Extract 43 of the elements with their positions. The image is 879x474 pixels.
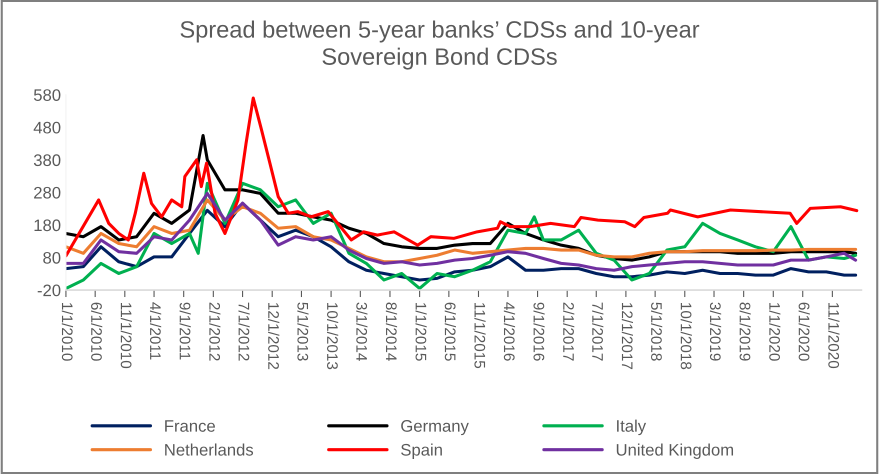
legend-label: France	[165, 420, 215, 432]
x-tick-label: 8/1/2019	[740, 302, 751, 361]
x-tick-label: 4/1/2016	[504, 302, 516, 361]
chart-title: Spread between 5-year banks’ CDSs and 10-year Sovereign Bond CDSs	[180, 20, 700, 70]
x-tick-label: 7/1/2012	[238, 302, 250, 361]
y-tick-label: 180	[34, 219, 60, 232]
x-tick-label: 6/1/2015	[444, 302, 456, 361]
x-tick-label: 2/1/2017	[563, 302, 574, 361]
x-tick-label: 12/1/2017	[622, 303, 634, 370]
x-tick-label: 4/1/2011	[150, 302, 162, 360]
y-tick-label: 280	[34, 186, 60, 199]
legend-label: Netherlands	[165, 443, 254, 456]
x-tick-label: 6/1/2010	[91, 302, 102, 361]
legend-label: Spain	[401, 443, 442, 459]
x-tick-label: 1/1/2010	[62, 303, 74, 361]
x-tick-label: 6/1/2020	[798, 302, 810, 361]
x-tick-label: 2/1/2012	[209, 302, 220, 361]
x-tick-label: 11/1/2015	[474, 303, 486, 368]
x-tick-label: 10/1/2013	[326, 303, 338, 370]
x-tick-label: 8/1/2014	[386, 302, 398, 361]
x-tick-label: 10/1/2018	[680, 303, 692, 370]
legend-label: Italy	[617, 420, 646, 436]
y-tick-label: 80	[43, 252, 60, 264]
x-tick-label: 12/1/2012	[268, 303, 280, 370]
legend-label: Germany	[401, 420, 469, 436]
x-tick-label: 9/1/2016	[533, 302, 545, 361]
x-tick-label: 9/1/2011	[180, 302, 191, 360]
y-tick-label: 580	[34, 89, 60, 102]
line-series	[66, 96, 858, 258]
x-tick-label: 3/1/2014	[356, 302, 368, 361]
legend-label: United Kingdom	[616, 443, 734, 459]
x-tick-label: 7/1/2017	[592, 302, 604, 361]
x-tick-label: 1/1/2015	[416, 303, 427, 361]
x-tick-label: 3/1/2019	[710, 302, 722, 361]
x-tick-label: 5/1/2018	[651, 302, 662, 361]
x-tick-label: 11/1/2010	[120, 303, 132, 368]
x-tick-label: 5/1/2013	[297, 302, 309, 361]
x-tick-label: 11/1/2020	[828, 303, 840, 368]
y-tick-label: 380	[34, 154, 60, 166]
x-tick-label: 1/1/2020	[769, 303, 780, 361]
y-tick-label: 480	[34, 122, 60, 134]
y-tick-label: -20	[38, 284, 60, 296]
line-series	[66, 192, 858, 272]
